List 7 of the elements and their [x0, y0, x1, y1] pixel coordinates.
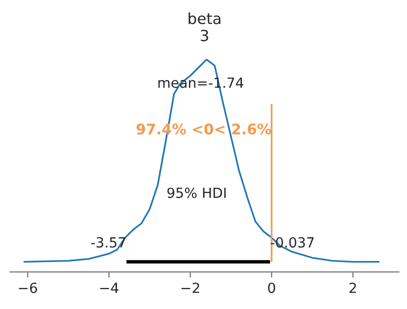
x-tick-label: −6 [18, 282, 38, 294]
x-tick-label: −2 [182, 282, 200, 293]
x-tick-label: −4 [100, 282, 118, 293]
annotation: 95% HDI [167, 188, 226, 198]
chart-title: beta 3 [188, 12, 220, 42]
x-tick-label: 0 [268, 282, 276, 294]
x-tick-label: 2 [350, 282, 356, 293]
